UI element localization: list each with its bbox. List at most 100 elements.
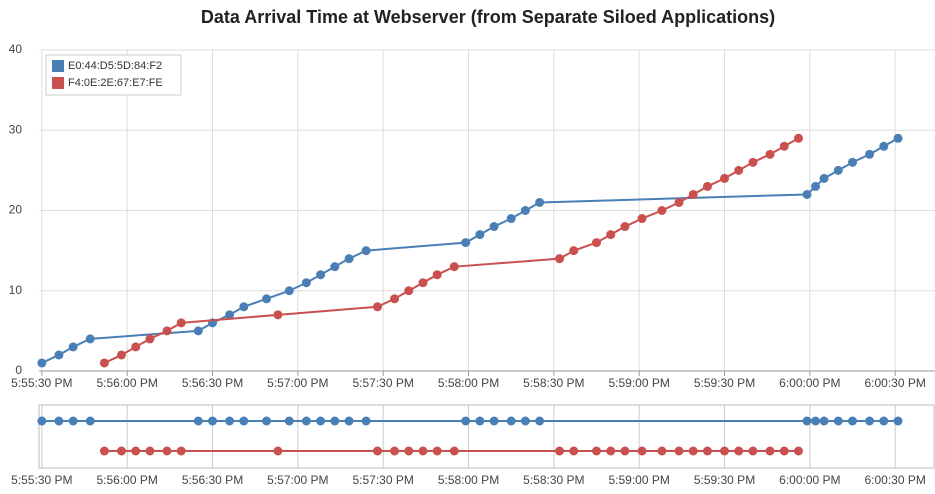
nav-point	[344, 416, 354, 426]
nav-point	[793, 446, 803, 456]
nav-point	[301, 416, 311, 426]
nav-tick-label: 5:56:00 PM	[96, 473, 157, 487]
nav-point	[569, 446, 579, 456]
nav-point	[702, 446, 712, 456]
nav-point	[99, 446, 109, 456]
nav-point	[734, 446, 744, 456]
y-tick-label: 20	[9, 203, 23, 217]
nav-point	[811, 416, 821, 426]
nav-point	[284, 416, 294, 426]
data-point	[606, 230, 616, 240]
data-point	[461, 238, 471, 248]
series-line	[103, 137, 799, 364]
data-point	[176, 318, 186, 328]
data-point	[734, 165, 744, 175]
x-tick-label: 5:59:30 PM	[694, 376, 755, 390]
y-tick-label: 40	[9, 42, 23, 56]
data-point	[535, 197, 545, 207]
x-tick-label: 5:57:00 PM	[267, 376, 328, 390]
nav-point	[620, 446, 630, 456]
data-point	[748, 157, 758, 167]
data-point	[390, 294, 400, 304]
nav-tick-label: 5:57:30 PM	[352, 473, 413, 487]
nav-point	[162, 446, 172, 456]
legend-label: F4:0E:2E:67:E7:FE	[68, 77, 163, 89]
data-point	[506, 214, 516, 224]
legend-swatch	[52, 60, 64, 72]
nav-point	[404, 446, 414, 456]
nav-tick-label: 5:59:30 PM	[694, 473, 755, 487]
data-point	[688, 189, 698, 199]
nav-tick-label: 6:00:30 PM	[864, 473, 925, 487]
nav-point	[848, 416, 858, 426]
nav-point	[372, 446, 382, 456]
nav-point	[208, 416, 218, 426]
data-point	[37, 358, 47, 368]
nav-tick-label: 5:58:30 PM	[523, 473, 584, 487]
nav-point	[765, 446, 775, 456]
nav-tick-label: 5:57:00 PM	[267, 473, 328, 487]
x-tick-label: 6:00:00 PM	[779, 376, 840, 390]
data-point	[162, 326, 172, 336]
nav-point	[116, 446, 126, 456]
nav-point	[879, 416, 889, 426]
data-point	[720, 173, 730, 183]
data-point	[793, 133, 803, 143]
nav-point	[131, 446, 141, 456]
data-point	[225, 310, 235, 320]
data-point	[99, 358, 109, 368]
nav-tick-label: 6:00:00 PM	[779, 473, 840, 487]
data-point	[555, 254, 565, 264]
y-tick-label: 10	[9, 283, 23, 297]
legend-box	[45, 54, 182, 96]
data-point	[802, 189, 812, 199]
nav-point	[418, 446, 428, 456]
data-point	[344, 254, 354, 264]
data-point	[520, 206, 530, 215]
data-point	[301, 278, 311, 288]
data-point	[848, 157, 858, 167]
nav-point	[819, 416, 829, 426]
nav-point	[225, 416, 235, 426]
nav-point	[865, 416, 875, 426]
y-tick-label: 30	[9, 122, 23, 136]
data-point	[361, 246, 371, 256]
x-tick-label: 5:58:00 PM	[438, 376, 499, 390]
nav-point	[637, 446, 647, 456]
data-point	[833, 165, 843, 175]
x-tick-label: 5:57:30 PM	[352, 376, 413, 390]
nav-point	[54, 416, 64, 426]
nav-point	[449, 446, 459, 456]
data-point	[449, 262, 459, 272]
nav-point	[592, 446, 602, 456]
nav-point	[68, 416, 78, 426]
data-point	[592, 238, 602, 248]
data-point	[657, 206, 667, 215]
chart-title: Data Arrival Time at Webserver (from Sep…	[201, 7, 775, 27]
data-point	[779, 141, 789, 151]
data-point	[404, 286, 414, 296]
nav-point	[361, 416, 371, 426]
data-point	[68, 342, 78, 352]
nav-point	[779, 446, 789, 456]
nav-point	[748, 446, 758, 456]
nav-tick-label: 5:55:30 PM	[11, 473, 72, 487]
x-tick-label: 5:56:30 PM	[182, 376, 243, 390]
x-tick-label: 6:00:30 PM	[864, 376, 925, 390]
x-tick-label: 5:59:00 PM	[608, 376, 669, 390]
nav-point	[520, 416, 530, 426]
nav-point	[176, 446, 186, 456]
nav-point	[330, 416, 340, 426]
data-point	[489, 222, 499, 232]
nav-point	[432, 446, 442, 456]
nav-point	[893, 416, 903, 426]
data-point	[145, 334, 155, 344]
nav-point	[802, 416, 812, 426]
x-tick-label: 5:56:00 PM	[96, 376, 157, 390]
nav-point	[506, 416, 516, 426]
data-point	[879, 141, 889, 151]
data-point	[620, 222, 630, 232]
nav-point	[390, 446, 400, 456]
nav-point	[262, 416, 272, 426]
